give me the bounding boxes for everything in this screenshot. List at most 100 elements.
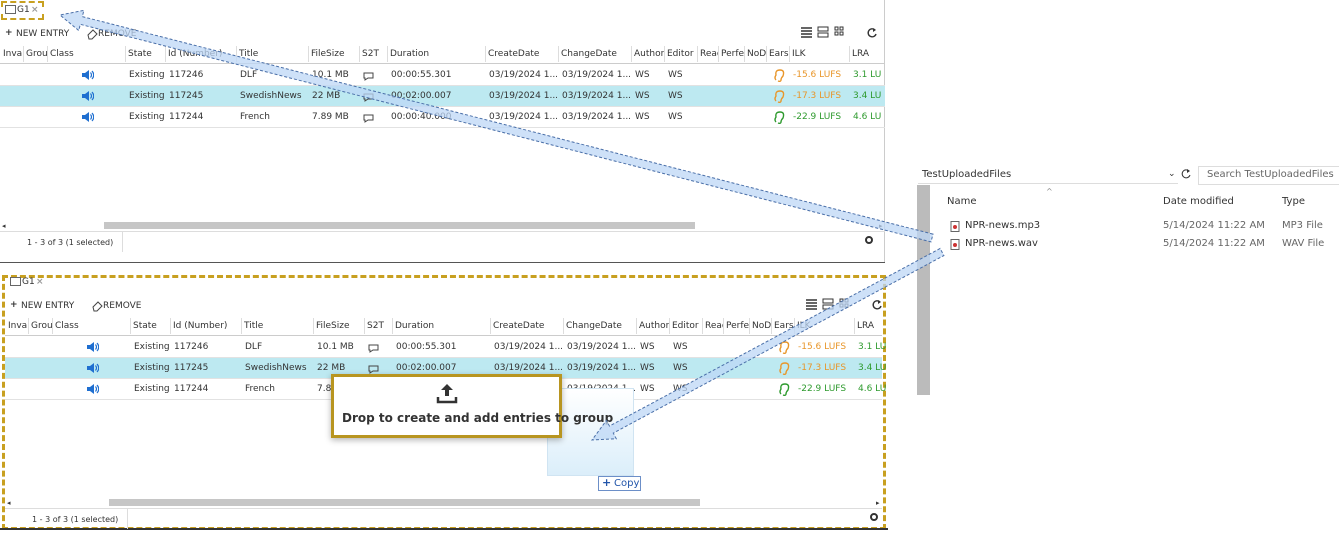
header-border (0, 63, 885, 64)
cell: 03/19/2024 1... (494, 342, 564, 352)
footer-border (0, 231, 885, 232)
column-header: FileSize (311, 49, 345, 59)
footer-separator (122, 232, 123, 252)
column-header: ILK (792, 49, 806, 59)
cell: 3.4 LU (853, 91, 882, 101)
view-rows (822, 298, 834, 310)
upload-icon (436, 384, 458, 404)
cell: 03/19/2024 1... (567, 342, 637, 352)
column-separator (170, 318, 171, 334)
settings-gear (870, 513, 878, 521)
cell: WS (640, 363, 655, 373)
cell: Existing (129, 91, 165, 101)
column-header: Ears (774, 321, 794, 331)
cell: 00:00:55.301 (391, 70, 452, 80)
cell: Existing (129, 70, 165, 80)
remove-button[interactable]: REMOVE (103, 301, 142, 311)
column-separator (130, 318, 131, 334)
column-header: Ears (769, 49, 789, 59)
column-separator (749, 318, 750, 334)
audio-icon (87, 342, 99, 352)
column-separator (236, 46, 237, 62)
column-header: Author (634, 49, 664, 59)
cell: 03/19/2024 1... (562, 91, 632, 101)
folder-path: TestUploadedFiles (922, 169, 1012, 180)
s2t-icon (368, 344, 379, 353)
column-header: ILK (797, 321, 811, 331)
tab[interactable]: G1 (22, 277, 35, 287)
column-separator (664, 46, 665, 62)
column-separator (723, 318, 724, 334)
column-header: Inval (3, 49, 23, 59)
new-entry-button[interactable]: NEW ENTRY (21, 301, 75, 311)
ears-icon (779, 362, 790, 375)
column-separator (563, 318, 564, 334)
cell: Existing (134, 363, 170, 373)
column-separator (241, 318, 242, 334)
column-separator (669, 318, 670, 334)
tab-icon (10, 277, 21, 286)
column-separator (744, 46, 745, 62)
column-separator (636, 318, 637, 334)
search-box[interactable] (1198, 166, 1339, 185)
cell: 10.1 MB (317, 342, 354, 352)
view-list (801, 27, 812, 38)
column-separator (165, 46, 166, 62)
new-entry-icon: + (5, 28, 13, 38)
column-header: State (133, 321, 157, 331)
cell: 03/19/2024 1... (489, 91, 559, 101)
dropdown: ⌄ (1168, 169, 1176, 179)
tab[interactable]: G1 (17, 5, 30, 15)
view-list (806, 299, 817, 310)
column-separator (392, 318, 393, 334)
column-header: Inval (8, 321, 28, 331)
column-header: Title (244, 321, 264, 331)
column-separator (766, 46, 767, 62)
new-entry-button[interactable]: NEW ENTRY (16, 29, 70, 39)
cell: 00:00:55.301 (396, 342, 457, 352)
column-separator (308, 46, 309, 62)
scroll-left: ◂ (7, 499, 11, 507)
column-separator (789, 46, 790, 62)
address-bar (918, 167, 1178, 184)
file-name: NPR-news.mp3 (965, 220, 1041, 231)
ears-icon (774, 69, 785, 82)
cell: French (240, 112, 270, 122)
bottom-line (0, 528, 888, 530)
cell: WS (668, 70, 683, 80)
explorer-column: Type (1282, 196, 1305, 207)
column-header: Read (700, 49, 718, 59)
footer: 1 - 3 of 3 (1 selected) (27, 238, 114, 247)
cell: 117246 (169, 70, 204, 80)
column-separator (485, 46, 486, 62)
cell: WS (673, 384, 688, 394)
tab-close: × (36, 277, 44, 287)
column-header: Perfe (721, 49, 744, 59)
column-separator (771, 318, 772, 334)
cell: WS (640, 384, 655, 394)
cell: 117245 (169, 91, 204, 101)
column-header: Perfe (726, 321, 749, 331)
column-header: Title (239, 49, 259, 59)
column-header: Editor (667, 49, 694, 59)
cell: 22 MB (317, 363, 346, 373)
explorer-column: Name (947, 196, 977, 207)
cell: DLF (245, 342, 263, 352)
view-grid (834, 26, 844, 36)
audio-icon (82, 112, 94, 122)
column-header: Class (55, 321, 79, 331)
column-header: NoDe (752, 321, 771, 331)
cell: 03/19/2024 1... (567, 363, 637, 373)
footer: 1 - 3 of 3 (1 selected) (32, 515, 119, 524)
cell: 4.6 LU (858, 384, 887, 394)
column-header: Id (Number) (168, 49, 223, 59)
cell: -15.6 LUFS (798, 342, 847, 352)
cell: WS (640, 342, 655, 352)
cell: 00:00:40.000 (391, 112, 452, 122)
cell: Existing (134, 384, 170, 394)
file-date: 5/14/2024 11:22 AM (1163, 238, 1265, 249)
s2t-icon (363, 72, 374, 81)
remove-button[interactable]: REMOVE (98, 29, 137, 39)
file-date: 5/14/2024 11:22 AM (1163, 220, 1265, 231)
